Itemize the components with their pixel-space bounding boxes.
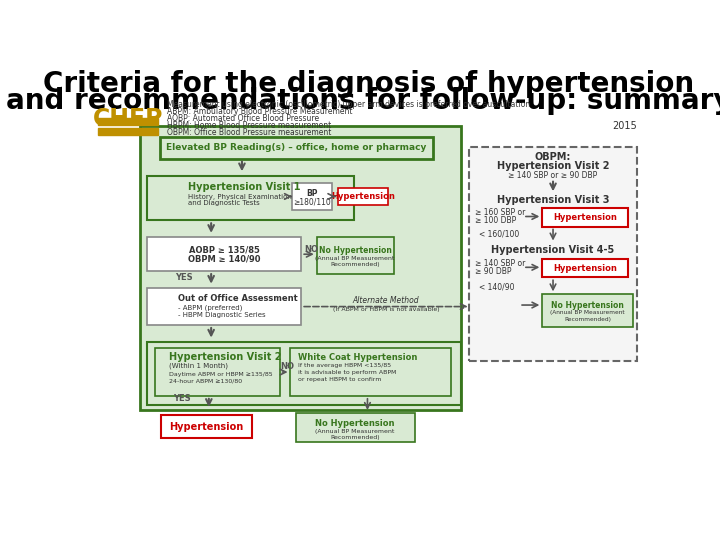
Text: it is advisable to perform ABPM: it is advisable to perform ABPM <box>298 370 397 375</box>
Text: ABPM: Ambulatory Blood Pressure Measurement: ABPM: Ambulatory Blood Pressure Measurem… <box>167 107 353 116</box>
Text: OBPM:: OBPM: <box>535 152 571 162</box>
Bar <box>542 259 629 278</box>
Text: Hypertension: Hypertension <box>554 213 617 222</box>
Bar <box>140 126 462 410</box>
Text: (If ABPM or HBPM is not available): (If ABPM or HBPM is not available) <box>333 307 439 312</box>
Text: Hypertension Visit 2: Hypertension Visit 2 <box>497 161 609 171</box>
Text: (Annual BP Measurement: (Annual BP Measurement <box>315 429 395 434</box>
Bar <box>296 413 415 442</box>
Text: OBPM ≥ 140/90: OBPM ≥ 140/90 <box>188 254 261 264</box>
Text: Hypertension Visit 3: Hypertension Visit 3 <box>497 195 609 205</box>
Text: No Hypertension: No Hypertension <box>319 246 392 255</box>
Text: Measurement using electronic (oscillometric) upper arm devices is preferred over: Measurement using electronic (oscillomet… <box>167 100 531 109</box>
Bar <box>148 237 301 271</box>
Text: Recommended): Recommended) <box>564 317 611 322</box>
Text: BP: BP <box>306 189 318 198</box>
Text: ≥180/110: ≥180/110 <box>293 197 331 206</box>
Text: No Hypertension: No Hypertension <box>315 419 395 428</box>
Text: and Diagnostic Tests: and Diagnostic Tests <box>188 200 260 206</box>
Text: (Within 1 Month): (Within 1 Month) <box>168 363 228 369</box>
Text: ≥ 140 SBP or ≥ 90 DBP: ≥ 140 SBP or ≥ 90 DBP <box>508 171 598 180</box>
Text: HBPM: Home Blood Pressure measurement: HBPM: Home Blood Pressure measurement <box>167 121 331 130</box>
Text: < 140/90: < 140/90 <box>479 282 515 291</box>
Text: NO: NO <box>281 362 294 371</box>
Text: ≥ 140 SBP or: ≥ 140 SBP or <box>475 259 526 268</box>
Text: (Annual BP Measurement: (Annual BP Measurement <box>550 310 625 315</box>
Text: ≥ 100 DBP: ≥ 100 DBP <box>475 216 516 225</box>
Text: < 160/100: < 160/100 <box>479 230 519 239</box>
Text: - ABPM (preferred): - ABPM (preferred) <box>178 304 243 310</box>
Text: NO: NO <box>305 245 318 254</box>
Bar <box>338 188 388 205</box>
Text: Recommended): Recommended) <box>330 262 380 267</box>
Text: AOBP: Automated Office Blood Pressure: AOBP: Automated Office Blood Pressure <box>167 114 320 123</box>
Text: Hypertension Visit 1: Hypertension Visit 1 <box>188 182 300 192</box>
Text: Out of Office Assessment: Out of Office Assessment <box>178 294 298 303</box>
Bar <box>160 137 433 159</box>
Text: YES: YES <box>175 273 192 282</box>
Bar <box>148 176 354 220</box>
Text: AOBP ≥ 135/85: AOBP ≥ 135/85 <box>189 245 260 254</box>
Text: Elevated BP Reading(s) – office, home or pharmacy: Elevated BP Reading(s) – office, home or… <box>166 144 426 152</box>
Text: Criteria for the diagnosis of hypertension: Criteria for the diagnosis of hypertensi… <box>43 70 695 98</box>
Text: Daytime ABPM or HBPM ≥135/85: Daytime ABPM or HBPM ≥135/85 <box>168 372 272 377</box>
Bar <box>148 288 301 325</box>
Text: Hypertension Visit 2: Hypertension Visit 2 <box>168 353 282 362</box>
Text: No Hypertension: No Hypertension <box>552 301 624 309</box>
Text: or repeat HBPM to confirm: or repeat HBPM to confirm <box>298 377 382 382</box>
Text: Hypertension Visit 4-5: Hypertension Visit 4-5 <box>492 245 615 255</box>
Text: ≥ 90 DBP: ≥ 90 DBP <box>475 267 512 275</box>
Bar <box>155 348 279 396</box>
Bar <box>469 147 637 361</box>
Text: 24-hour ABPM ≥130/80: 24-hour ABPM ≥130/80 <box>168 379 242 384</box>
Text: - HBPM Diagnostic Series: - HBPM Diagnostic Series <box>178 312 266 318</box>
Text: 2015: 2015 <box>612 122 637 131</box>
Text: (Annual BP Measurement: (Annual BP Measurement <box>315 255 395 261</box>
Text: ≥ 160 SBP or: ≥ 160 SBP or <box>475 208 526 217</box>
Text: Alternate Method: Alternate Method <box>353 296 419 305</box>
Text: YES: YES <box>173 395 190 403</box>
Bar <box>542 294 633 327</box>
Bar <box>148 342 462 405</box>
Bar <box>98 128 158 135</box>
Text: History, Physical Examination: History, Physical Examination <box>188 194 292 200</box>
Text: White Coat Hypertension: White Coat Hypertension <box>298 353 418 362</box>
Bar <box>542 208 629 226</box>
Bar <box>292 184 332 210</box>
Bar <box>290 348 451 396</box>
Text: Hypertension: Hypertension <box>331 192 395 201</box>
Text: OBPM: Office Blood Pressure measurement: OBPM: Office Blood Pressure measurement <box>167 128 332 137</box>
Bar <box>317 237 394 274</box>
Text: CHEP: CHEP <box>93 107 163 131</box>
Bar <box>98 118 158 125</box>
Text: Hypertension: Hypertension <box>554 264 617 273</box>
Text: and recommendations for follow-up: summary: and recommendations for follow-up: summa… <box>6 87 720 115</box>
Text: If the average HBPM <135/85: If the average HBPM <135/85 <box>298 363 391 368</box>
Text: Recommended): Recommended) <box>330 435 380 440</box>
Bar <box>161 415 252 438</box>
Text: Hypertension: Hypertension <box>169 422 243 431</box>
